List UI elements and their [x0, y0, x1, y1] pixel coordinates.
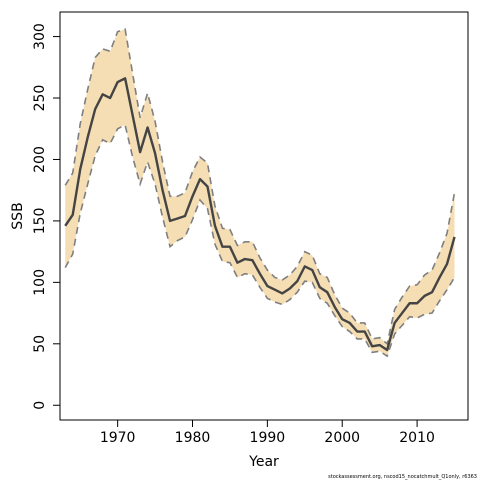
x-tick-label: 2010: [399, 430, 435, 446]
y-tick-label: 50: [32, 335, 48, 353]
x-axis: 1970 1980 1990 2000 2010: [100, 420, 435, 446]
series-line-layer: [64, 28, 456, 358]
chart-caption: stockassessment.org, nscod15_nocatchmult…: [328, 474, 477, 480]
plot-frame: [59, 11, 469, 421]
y-tick-label: 250: [32, 85, 48, 112]
y-tick-label: 200: [32, 146, 48, 173]
confidence-band: [65, 29, 455, 357]
x-tick-label: 1990: [250, 430, 286, 446]
lower-bound-line: [64, 123, 456, 358]
x-tick-label: 2000: [324, 430, 360, 446]
y-axis-title: SSB: [10, 202, 26, 229]
x-tick-label: 1970: [100, 430, 136, 446]
y-tick-label: 300: [32, 23, 48, 50]
y-axis: 0 50 100 150 200 250 300: [32, 23, 60, 410]
x-tick-label: 1980: [175, 430, 211, 446]
confidence-band-layer: [65, 29, 455, 357]
y-tick-label: 150: [32, 208, 48, 235]
ssb-estimate-line: [64, 77, 456, 352]
x-axis-title: Year: [248, 454, 279, 470]
y-tick-label: 0: [32, 401, 48, 410]
upper-bound-line: [64, 28, 456, 346]
y-tick-label: 100: [32, 269, 48, 296]
